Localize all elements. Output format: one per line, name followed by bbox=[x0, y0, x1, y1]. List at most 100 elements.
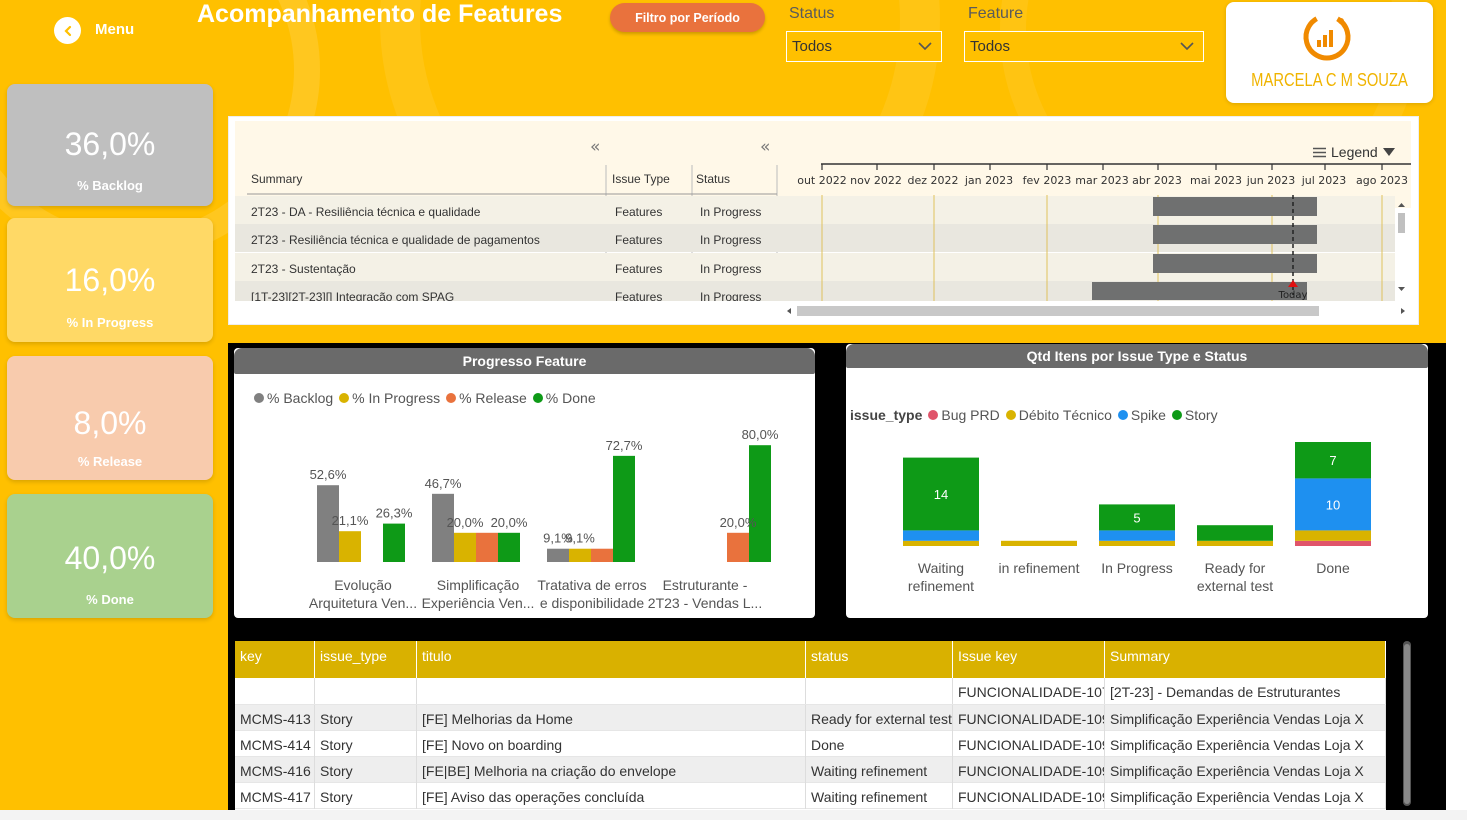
gantt-cell-issue-type: Features bbox=[615, 205, 695, 219]
bar[interactable] bbox=[383, 524, 405, 562]
kpi-release-label: % Release bbox=[7, 454, 213, 469]
gantt-cell-summary: 2T23 - Sustentação bbox=[251, 262, 603, 276]
bar[interactable] bbox=[613, 456, 635, 562]
bar[interactable] bbox=[339, 531, 361, 562]
period-filter-button[interactable]: Filtro por Período bbox=[610, 3, 765, 32]
gantt-row[interactable]: 2T23 - Resiliência técnica e qualidade d… bbox=[235, 224, 1395, 252]
data-label: 46,7% bbox=[425, 476, 462, 491]
feature-slicer-value: Todos bbox=[970, 38, 1010, 55]
kpi-release-value: 8,0% bbox=[7, 405, 213, 442]
bar[interactable] bbox=[498, 533, 520, 562]
gantt-month-label: ago 2023 bbox=[1356, 174, 1408, 187]
bar[interactable] bbox=[749, 445, 771, 562]
gantt-vertical-scrollbar[interactable] bbox=[1395, 197, 1408, 297]
status-chart-panel: Qtd Itens por Issue Type e Status issue_… bbox=[846, 344, 1428, 618]
kpi-done-label: % Done bbox=[7, 592, 213, 607]
data-label: 26,3% bbox=[376, 506, 413, 521]
issues-table: key issue_type titulo status Issue key Summar… bbox=[235, 641, 1386, 810]
stacked-bar-segment[interactable] bbox=[903, 530, 979, 540]
gantt-month-label: jun 2023 bbox=[1246, 174, 1296, 187]
stacked-bar-segment[interactable] bbox=[1197, 541, 1273, 546]
table-row[interactable]: MCMS-416 Story [FE|BE] Melhoria na criação… bbox=[235, 757, 1386, 783]
progress-feature-panel: Progresso Feature % Backlog % In Progress… bbox=[234, 348, 815, 618]
table-header-issue-type[interactable]: issue_type bbox=[315, 641, 417, 678]
data-label: 21,1% bbox=[332, 513, 369, 528]
table-cell: FUNCIONALIDADE-109 bbox=[953, 731, 1105, 757]
table-cell: Simplificação Experiência Vendas Loja X bbox=[1105, 757, 1386, 783]
menu-label[interactable]: Menu bbox=[95, 21, 134, 38]
scroll-up-arrow-icon[interactable] bbox=[1398, 203, 1405, 207]
table-scroll-thumb[interactable] bbox=[1404, 644, 1410, 804]
stacked-bar-segment[interactable] bbox=[903, 541, 979, 546]
gantt-cell-status: In Progress bbox=[700, 205, 780, 219]
stacked-bar-segment[interactable] bbox=[1295, 530, 1371, 540]
bar[interactable] bbox=[547, 549, 569, 562]
table-header-key[interactable]: key bbox=[235, 641, 315, 678]
kpi-backlog: 36,0% % Backlog bbox=[7, 84, 213, 206]
category-label: refinement bbox=[908, 578, 974, 594]
table-cell: Waiting refinement bbox=[806, 783, 953, 809]
gantt-month-label: mar 2023 bbox=[1075, 174, 1128, 187]
gantt-cell-issue-type: Features bbox=[615, 262, 695, 276]
menu-back-button[interactable] bbox=[54, 17, 81, 44]
table-cell: [FE] Melhorias da Home bbox=[417, 705, 806, 731]
stacked-bar-segment[interactable] bbox=[1099, 541, 1175, 546]
logo-card: MARCELA C M SOUZA bbox=[1226, 2, 1433, 103]
gantt-row[interactable]: 2T23 - Sustentação Features In Progress bbox=[235, 253, 1395, 281]
scroll-down-arrow-icon[interactable] bbox=[1398, 287, 1405, 291]
table-header-summary[interactable]: Summary bbox=[1105, 641, 1386, 678]
category-label: 2T23 - Vendas L... bbox=[648, 595, 762, 611]
bar[interactable] bbox=[727, 533, 749, 562]
gantt-month-label: dez 2022 bbox=[907, 174, 958, 187]
category-label: Estruturante - bbox=[663, 577, 748, 593]
table-row[interactable]: MCMS-417 Story [FE] Aviso das operações co… bbox=[235, 783, 1386, 809]
bar[interactable] bbox=[454, 533, 476, 562]
category-label: Evolução bbox=[334, 577, 392, 593]
category-label: Waiting bbox=[918, 560, 964, 576]
category-label: Simplificação bbox=[437, 577, 520, 593]
category-label: e disponibilidade bbox=[540, 595, 645, 611]
table-header-titulo[interactable]: titulo bbox=[417, 641, 806, 678]
stacked-bar-segment[interactable] bbox=[1099, 530, 1175, 540]
vertical-scroll-thumb[interactable] bbox=[1398, 213, 1405, 233]
gantt-month-label: mai 2023 bbox=[1190, 174, 1242, 187]
data-label: 52,6% bbox=[310, 467, 347, 482]
table-header-status[interactable]: status bbox=[806, 641, 953, 678]
horizontal-scroll-thumb[interactable] bbox=[797, 306, 1319, 316]
table-row[interactable]: MCMS-413 Story [FE] Melhorias da Home Ready… bbox=[235, 705, 1386, 731]
progress-feature-chart: 52,6%21,1%26,3%EvoluçãoArquitetura Ven..… bbox=[234, 348, 815, 618]
table-cell bbox=[235, 678, 315, 704]
table-row[interactable]: MCMS-414 Story [FE] Novo on boarding Done FU… bbox=[235, 731, 1386, 757]
table-cell bbox=[315, 678, 417, 704]
table-header-issue-key[interactable]: Issue key bbox=[953, 641, 1105, 678]
data-label: 9,1% bbox=[565, 531, 595, 546]
table-cell: Simplificação Experiência Vendas Loja X bbox=[1105, 783, 1386, 809]
table-cell: MCMS-416 bbox=[235, 757, 315, 783]
stacked-bar-segment[interactable] bbox=[1197, 525, 1273, 541]
table-cell: Story bbox=[315, 757, 417, 783]
bar[interactable] bbox=[476, 533, 498, 562]
scroll-right-arrow-icon[interactable] bbox=[1401, 308, 1405, 314]
bar[interactable] bbox=[591, 549, 613, 562]
table-row[interactable]: FUNCIONALIDADE-107 [2T-23] - Demandas de … bbox=[235, 678, 1386, 705]
stacked-bar-segment[interactable] bbox=[1001, 541, 1077, 546]
kpi-in-progress-value: 16,0% bbox=[7, 262, 213, 299]
feature-slicer[interactable]: Todos bbox=[964, 31, 1204, 62]
gantt-horizontal-scrollbar[interactable] bbox=[781, 303, 1411, 317]
gantt-chart: « « Summary Issue Type Status Legend out… bbox=[228, 116, 1419, 325]
table-scrollbar[interactable] bbox=[1403, 641, 1411, 806]
table-cell: Story bbox=[315, 783, 417, 809]
category-label: Done bbox=[1316, 560, 1350, 576]
bottom-strip bbox=[0, 810, 1467, 820]
stacked-bar-segment[interactable] bbox=[1295, 541, 1371, 546]
table-cell: [FE|BE] Melhoria na criação do envelope bbox=[417, 757, 806, 783]
category-label: in refinement bbox=[999, 560, 1080, 576]
status-slicer[interactable]: Todos bbox=[786, 31, 942, 62]
data-label: 20,0% bbox=[447, 515, 484, 530]
chevron-left-icon bbox=[62, 25, 74, 37]
scroll-left-arrow-icon[interactable] bbox=[787, 308, 791, 314]
table-cell: [FE] Novo on boarding bbox=[417, 731, 806, 757]
bar[interactable] bbox=[569, 549, 591, 562]
gantt-row[interactable]: 2T23 - DA - Resiliência técnica e qualid… bbox=[235, 196, 1395, 224]
table-cell: Done bbox=[806, 731, 953, 757]
